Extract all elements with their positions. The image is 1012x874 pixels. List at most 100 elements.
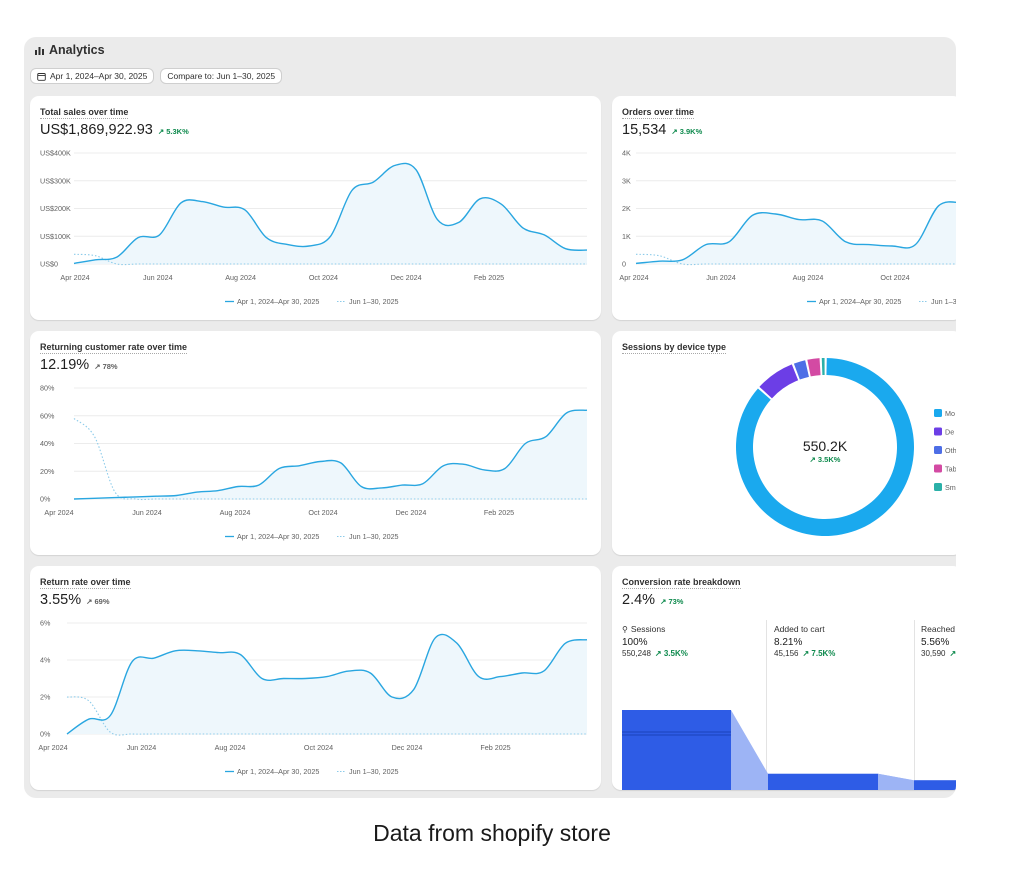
funnel-count: 30,590 ↗: [921, 649, 956, 658]
primary-series-line: [73, 162, 588, 265]
return-rate-card[interactable]: Return rate over time 3.55% ↗ 69% 0% 2% 4%…: [30, 566, 601, 790]
compare-label: Compare to: Jun 1–30, 2025: [167, 71, 276, 81]
funnel-label-text: Reached: [921, 624, 956, 634]
x-tick-label: Aug 2024: [225, 273, 256, 282]
bar-chart-icon: [35, 46, 44, 55]
x-tick-label: Aug 2024: [793, 273, 824, 282]
x-tick-label: Dec 2024: [396, 508, 427, 517]
card-title: Return rate over time: [40, 577, 131, 589]
legend-label-primary: Apr 1, 2024–Apr 30, 2025: [237, 767, 319, 776]
x-tick-label: Aug 2024: [215, 743, 246, 752]
change-value: 5.3K%: [166, 127, 189, 136]
x-tick-label: Apr 2024: [44, 508, 73, 517]
funnel-divider: [766, 620, 767, 780]
funnel-label: Reached: [921, 624, 956, 634]
donut-slice: [821, 358, 825, 376]
metric-change: ↗ 78%: [94, 362, 118, 371]
metric-change: ↗ 5.3K%: [157, 127, 189, 136]
x-tick-label: Oct 2024: [304, 743, 333, 752]
metric: 15,534 ↗ 3.9K%: [622, 122, 702, 138]
x-tick-label: Feb 2025: [480, 743, 510, 752]
card-title: Returning customer rate over time: [40, 342, 188, 354]
x-tick-label: Oct 2024: [309, 273, 338, 282]
funnel-count-value: 45,156: [774, 649, 799, 658]
funnel-change-value: 3.5K%: [663, 649, 688, 658]
funnel-bar: [914, 780, 956, 790]
x-tick-label: Apr 2024: [60, 273, 89, 282]
funnel-step-sessions: ⚲ Sessions 100% 550,248 ↗ 3.5K%: [622, 624, 688, 658]
funnel-bar: [622, 710, 731, 790]
analytics-panel: Analytics Apr 1, 2024–Apr 30, 2025 Compa…: [24, 37, 956, 798]
y-tick-label: US$300K: [40, 176, 71, 185]
metric-change: ↗ 73%: [660, 597, 684, 606]
x-tick-label: Aug 2024: [220, 508, 251, 517]
primary-series-line: [635, 201, 956, 265]
series-area: [636, 201, 956, 264]
y-tick-label: 3K: [622, 176, 631, 185]
page-title: Analytics: [49, 43, 105, 57]
calendar-icon: [37, 72, 46, 81]
funnel-count-value: 30,590: [921, 649, 946, 658]
metric: 2.4% ↗ 73%: [622, 592, 683, 608]
funnel-percent: 100%: [622, 637, 648, 648]
y-tick-label: 2%: [40, 693, 51, 702]
legend-label: De: [945, 428, 954, 437]
sessions-device-card[interactable]: Sessions by device type 550.2K ↗ 3.5K% Mo D…: [612, 331, 956, 555]
y-tick-label: 0%: [40, 495, 51, 504]
legend-label: Sm: [945, 483, 956, 492]
card-title: Conversion rate breakdown: [622, 577, 741, 589]
person-walking-icon: ⚲: [622, 624, 628, 634]
funnel-connector: [878, 773, 913, 790]
primary-series-line: [73, 409, 588, 500]
funnel-count-value: 550,248: [622, 649, 651, 658]
x-tick-label: Dec 2024: [392, 743, 423, 752]
funnel-connector: [731, 710, 768, 790]
funnel-change: ↗ 3.5K%: [654, 649, 688, 658]
funnel-label-text: Sessions: [630, 624, 666, 634]
filter-bar: Apr 1, 2024–Apr 30, 2025 Compare to: Jun…: [30, 68, 283, 84]
funnel-percent: 8.21%: [774, 637, 803, 648]
funnel-bar: [768, 773, 878, 790]
x-tick-label: Jun 2024: [132, 508, 162, 517]
y-tick-label: 6%: [40, 619, 51, 628]
metric-value: 3.55%: [40, 592, 82, 608]
compare-series-line: [635, 253, 956, 266]
funnel-chart: [622, 710, 956, 790]
series-area: [67, 634, 587, 734]
y-tick-label: 40%: [40, 439, 55, 448]
y-tick-label: 60%: [40, 411, 55, 420]
compare-button[interactable]: Compare to: Jun 1–30, 2025: [160, 68, 283, 84]
y-tick-label: 0%: [40, 730, 51, 739]
legend-label-compare: Jun 1–30, 2025: [349, 767, 399, 776]
change-value: 69%: [94, 597, 110, 606]
conversion-card[interactable]: Conversion rate breakdown 2.4% ↗ 73% ⚲ S…: [612, 566, 956, 790]
y-tick-label: 0: [622, 260, 626, 269]
donut-slice: [793, 360, 809, 380]
total-sales-chart: US$0 US$100K US$200K US$300K US$400K Apr 2024…: [40, 149, 588, 306]
funnel-step-added-to-cart: Added to cart 8.21% 45,156 ↗ 7.5K%: [774, 624, 835, 658]
donut-slice: [759, 364, 799, 399]
metric: 12.19% ↗ 78%: [40, 357, 118, 373]
funnel-percent: 5.56%: [921, 637, 950, 648]
y-tick-label: 2K: [622, 204, 631, 213]
x-tick-label: Jun 2024: [706, 273, 736, 282]
primary-series-line: [66, 633, 588, 735]
returning-customer-chart: 0% 20% 40% 60% 80% Apr 2024 Jun 2024 Aug 2024 Oc…: [40, 384, 588, 541]
legend-label: Mo: [945, 409, 955, 418]
donut-center-value: 550.2K: [803, 438, 848, 454]
y-tick-label: 1K: [622, 232, 631, 241]
return-rate-chart: 0% 2% 4% 6% Apr 2024 Jun 2024 Aug 2024 Oct 2024…: [38, 619, 588, 776]
date-range-button[interactable]: Apr 1, 2024–Apr 30, 2025: [30, 68, 155, 84]
metric-value: 15,534: [622, 122, 667, 138]
x-tick-label: Apr 2024: [619, 273, 648, 282]
orders-card[interactable]: Orders over time 15,534 ↗ 3.9K% 0 1K 2K 3K 4…: [612, 96, 956, 320]
legend-swatch: [934, 483, 942, 491]
x-tick-label: Jun 2024: [143, 273, 173, 282]
total-sales-card[interactable]: Total sales over time US$1,869,922.93 ↗ …: [30, 96, 601, 320]
card-title: Total sales over time: [40, 107, 129, 119]
change-value: 78%: [102, 362, 118, 371]
x-tick-label: Oct 2024: [308, 508, 337, 517]
funnel-divider: [914, 620, 915, 780]
returning-customer-card[interactable]: Returning customer rate over time 12.19%…: [30, 331, 601, 555]
donut-slice: [807, 358, 821, 377]
